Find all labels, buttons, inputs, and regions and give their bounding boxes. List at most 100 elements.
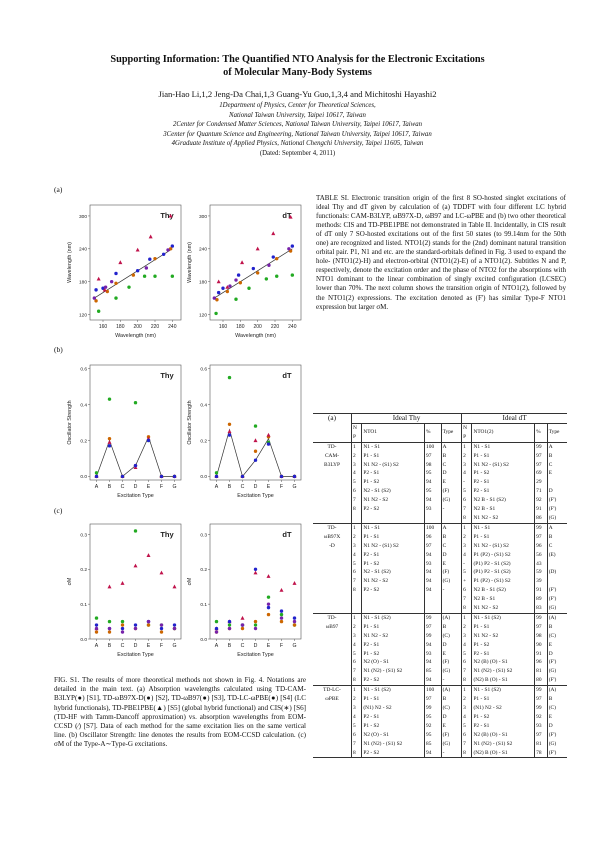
row-pct: 93 (424, 559, 442, 569)
data-point (133, 463, 138, 468)
row-n: 8 (350, 586, 362, 596)
data-point (118, 260, 123, 265)
row-type: (F') (546, 730, 567, 740)
data-point (227, 623, 232, 627)
title-line-1: Supporting Information: The Quantified N… (110, 54, 485, 65)
row-n: 3 (350, 704, 362, 713)
row-nto: P1 - S1 (361, 622, 425, 632)
data-point (221, 286, 225, 290)
data-point (292, 616, 297, 620)
row-pct: 69 (534, 469, 548, 479)
row-nto: N1 - S1 (S2) (471, 685, 535, 696)
row-nto: N2 B - S1 (S2) (471, 496, 535, 506)
data-point (94, 288, 98, 292)
row-pct: 99 (424, 704, 442, 713)
method-label-empty (313, 641, 352, 650)
row-type: (F) (440, 568, 462, 578)
row-pct: 99 (424, 612, 442, 623)
data-point (247, 286, 251, 290)
row-pct: 90 (534, 640, 548, 650)
plot-frame (209, 364, 302, 481)
row-nto: N1 N2 - S2 (361, 496, 425, 506)
row-n: 1 (461, 522, 472, 533)
row-type: (F') (546, 658, 567, 668)
row-nto: P2 - S1 (471, 649, 535, 659)
col-header-type: Type (546, 423, 567, 443)
row-n: 2 (350, 451, 362, 461)
row-n: 6 (461, 586, 472, 596)
data-point (159, 474, 164, 479)
panel-label-a: (a) (54, 185, 63, 194)
data-point (292, 619, 297, 624)
row-pct: 86 (534, 513, 548, 524)
row-nto: N1 - S1 (361, 441, 425, 452)
y-tick-label: 0.3 (200, 532, 207, 538)
y-tick-label: 0.0 (80, 637, 87, 643)
data-point (214, 626, 219, 631)
row-type: C (440, 541, 462, 551)
method-label-empty (313, 667, 352, 676)
data-point (234, 278, 238, 282)
row-nto: N2 - S1 (S2) (361, 568, 425, 578)
data-point (94, 626, 99, 631)
row-n: 1 (461, 441, 472, 452)
row-nto: N1 N2 - S2 (471, 513, 535, 524)
row-type: (C) (546, 704, 567, 713)
affiliations: 1Department of Physics, Center for Theor… (0, 101, 595, 159)
row-pct: 96 (534, 541, 548, 551)
x-axis-label: Wavelength (nm) (115, 333, 156, 339)
row-n: 8 (461, 604, 472, 614)
data-point (135, 269, 140, 273)
row-type: E (440, 649, 462, 659)
row-n: 3 (350, 541, 362, 551)
row-n: 4 (461, 469, 472, 479)
data-point (153, 274, 157, 278)
table-row: B3LYP 3 N1 N2 - (S1) S2 98 C 3 N1 N2 - (S1) S2… (313, 460, 567, 470)
x-tick-label: C (241, 643, 245, 649)
row-pct: 94 (424, 568, 442, 578)
data-point (216, 279, 221, 284)
y-axis-label: Wavelength (nm) (67, 242, 73, 283)
data-point (240, 260, 245, 265)
row-type (546, 559, 567, 569)
table-caption: TABLE SI. Electronic transition origin o… (316, 194, 566, 311)
data-point (266, 442, 271, 446)
method-label: TD- (313, 522, 352, 533)
row-type: (F') (546, 595, 567, 605)
data-point (120, 630, 125, 634)
row-nto: P1 - S2 (471, 469, 535, 479)
row-nto: N1 (N2) - (S1) S2 (471, 739, 535, 749)
method-label: CAM- (324, 452, 340, 459)
row-pct: 100 (424, 685, 442, 696)
row-nto: N1 - S1 (S2) (361, 612, 425, 623)
row-nto: P2 - S1 (471, 721, 535, 731)
data-point (279, 588, 284, 592)
data-point (172, 626, 177, 631)
method-label (313, 704, 352, 713)
row-pct: 39 (534, 577, 548, 587)
row-type: (F) (440, 658, 462, 668)
data-point (127, 285, 131, 289)
row-nto: N1 - S1 (S2) (471, 612, 535, 623)
row-pct: 78 (534, 748, 548, 758)
data-point (94, 471, 99, 475)
chart-title: Thy (160, 211, 174, 220)
row-type: A (440, 441, 462, 452)
row-type: (A) (546, 685, 567, 696)
row-type: A (440, 522, 462, 533)
chart-title: dT (282, 211, 292, 220)
affiliation-3: 3Center for Quantum Science and Engineer… (163, 130, 432, 138)
table-row: 8 P2 - S2 94-8 (N2) B (O) - S1 78 (F') (313, 748, 567, 758)
row-pct: 99 (424, 631, 442, 641)
row-nto: P1 - S1 (471, 622, 535, 632)
x-tick-label: E (267, 484, 271, 490)
row-type: D (440, 640, 462, 650)
data-point (227, 422, 232, 426)
x-tick-label: 160 (219, 324, 228, 330)
row-pct: 94 (424, 577, 442, 587)
data-point (105, 289, 110, 294)
data-point (271, 231, 276, 236)
data-point (114, 271, 118, 276)
row-type: (E) (546, 550, 567, 560)
row-n: 8 (350, 505, 362, 514)
